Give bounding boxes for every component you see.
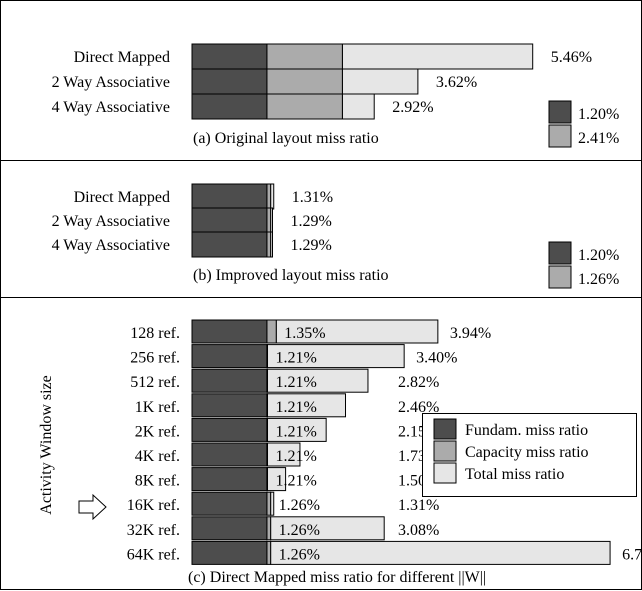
panel-a-category-label: 4 Way Associative: [52, 99, 170, 116]
panel-a-key-swatch: [548, 100, 572, 124]
panel-a-key-label: 1.20%: [578, 106, 619, 123]
panel-b-bar-2-fundamental-segment: [191, 231, 268, 258]
panel-c-capacity-label: 1.21%: [276, 448, 317, 465]
panel-c-category-label: 4K ref.: [135, 448, 180, 465]
panel-a-category-label: 2 Way Associative: [52, 74, 170, 91]
panel-c-total-label: 2.82%: [398, 374, 439, 391]
panel-c-category-label: 128 ref.: [130, 325, 180, 342]
panel-c-legend: Fundam. miss ratio Capacity miss ratio T…: [422, 413, 637, 497]
panel-b-title: (b) Improved layout miss ratio: [193, 267, 389, 284]
panel-c-capacity-label: 1.21%: [276, 423, 317, 440]
panel-c-bar-9-capacity-segment: [266, 540, 272, 565]
panel-a-title: (a) Original layout miss ratio: [193, 130, 379, 147]
legend-label-capacity: Capacity miss ratio: [465, 444, 589, 461]
panel-a-total-label: 5.46%: [551, 49, 592, 66]
panel-c-capacity-label: 1.21%: [276, 374, 317, 391]
panel-a-bar-2-capacity-segment: [266, 93, 343, 120]
panel-b-key-swatch: [548, 241, 572, 265]
panel-c-capacity-label: 1.26%: [279, 522, 320, 539]
panel-c-total-label: 1.31%: [398, 497, 439, 514]
panel-c-category-label: 512 ref.: [130, 374, 180, 391]
panel-c-capacity-label: 1.21%: [276, 473, 317, 490]
panel-b-category-label: 2 Way Associative: [52, 213, 170, 230]
panel-c-total-label: 3.94%: [450, 325, 491, 342]
panel-c-bar-7-fundamental-segment: [191, 491, 268, 516]
panel-a-original-layout: Direct Mapped 5.46% 2 Way Associative 3.62%…: [52, 43, 619, 148]
panel-c-bar-5-fundamental-segment: [191, 442, 268, 467]
panel-b-category-label: Direct Mapped: [74, 189, 170, 206]
panel-a-bar-0-fundamental-segment: [191, 43, 268, 70]
highlight-arrow-icon: [78, 493, 107, 521]
panel-c-total-label: 3.40%: [416, 350, 457, 367]
panel-c-y-axis-label: Activity Window size: [38, 375, 55, 514]
panel-c-category-label: 1K ref.: [135, 399, 180, 416]
panel-c-bar-9-fundamental-segment: [191, 540, 268, 565]
panel-c-bar-8-fundamental-segment: [191, 516, 268, 541]
panel-b-total-label: 1.29%: [290, 237, 331, 254]
panel-a-bar-0-total-segment: [341, 43, 534, 70]
panel-a-bar-1-total-segment: [341, 68, 419, 95]
panel-b-bar-1-fundamental-segment: [191, 207, 268, 234]
panel-a-bar-1-capacity-segment: [266, 68, 343, 95]
panel-c-activity-window: 128 ref. 1.35% 3.94% 256 ref. 1.21% 3.40% 512 …: [127, 319, 642, 565]
panel-c-bar-3-fundamental-segment: [191, 393, 268, 418]
legend-label-fundamental: Fundam. miss ratio: [465, 422, 588, 439]
panel-a-key-label: 2.41%: [578, 130, 619, 147]
panel-b-improved-layout: Direct Mapped 1.31% 2 Way Associative 1.29%…: [52, 183, 619, 289]
panel-a-bar-2-total-segment: [341, 93, 375, 120]
panel-c-capacity-label: 1.21%: [276, 350, 317, 367]
panel-c-bar-0-capacity-segment: [266, 319, 277, 344]
panel-c-bar-1-fundamental-segment: [191, 344, 268, 369]
panel-c-bar-7-capacity-segment: [266, 491, 272, 516]
panel-b-key-label: 1.26%: [578, 271, 619, 288]
panel-b-category-label: 4 Way Associative: [52, 237, 170, 254]
legend-swatch-fundamental: [433, 418, 457, 440]
panel-b-key-swatch: [548, 265, 572, 289]
panel-b-bar-1-capacity-segment: [266, 207, 272, 234]
panel-c-capacity-label: 1.21%: [276, 399, 317, 416]
panel-a-bar-2-fundamental-segment: [191, 93, 268, 120]
legend-swatch-capacity: [433, 440, 457, 462]
panel-c-category-label: 8K ref.: [135, 473, 180, 490]
panel-c-category-label: 64K ref.: [127, 546, 180, 563]
panel-b-total-label: 1.29%: [290, 213, 331, 230]
panel-b-total-label: 1.31%: [292, 189, 333, 206]
panel-a-bar-0-capacity-segment: [266, 43, 343, 70]
panel-c-category-label: 2K ref.: [135, 423, 180, 440]
panel-b-bar-0-fundamental-segment: [191, 183, 268, 210]
panel-b-key-label: 1.20%: [578, 247, 619, 264]
panel-c-bar-9-total-segment: [270, 540, 611, 565]
legend-box: [422, 413, 637, 497]
panel-c-category-label: 16K ref.: [127, 497, 180, 514]
panel-a-total-label: 3.62%: [436, 74, 477, 91]
panel-c-total-label: 3.08%: [398, 522, 439, 539]
panel-a-total-label: 2.92%: [392, 99, 433, 116]
panel-c-total-label: 6.70%: [622, 546, 642, 563]
panel-b-bar-0-capacity-segment: [266, 183, 272, 210]
legend-swatch-total: [433, 462, 457, 484]
panel-c-category-label: 256 ref.: [130, 350, 180, 367]
panel-a-key-swatch: [548, 124, 572, 148]
panel-c-capacity-label: 1.35%: [284, 325, 325, 342]
panel-c-category-label: 32K ref.: [127, 522, 180, 539]
panel-c-bar-2-fundamental-segment: [191, 368, 268, 393]
panel-c-bar-4-fundamental-segment: [191, 417, 268, 442]
legend-label-total: Total miss ratio: [465, 466, 564, 483]
panel-c-capacity-label: 1.26%: [279, 546, 320, 563]
panel-c-total-label: 2.46%: [398, 399, 439, 416]
panel-c-bar-8-capacity-segment: [266, 516, 272, 541]
panel-b-bar-2-capacity-segment: [266, 231, 272, 258]
panel-c-capacity-label: 1.26%: [279, 497, 320, 514]
panel-a-category-label: Direct Mapped: [74, 49, 170, 66]
panel-c-title: (c) Direct Mapped miss ratio for differe…: [188, 569, 486, 586]
panel-c-bar-0-fundamental-segment: [191, 319, 268, 344]
panel-c-bar-6-fundamental-segment: [191, 467, 268, 492]
panel-a-bar-1-fundamental-segment: [191, 68, 268, 95]
